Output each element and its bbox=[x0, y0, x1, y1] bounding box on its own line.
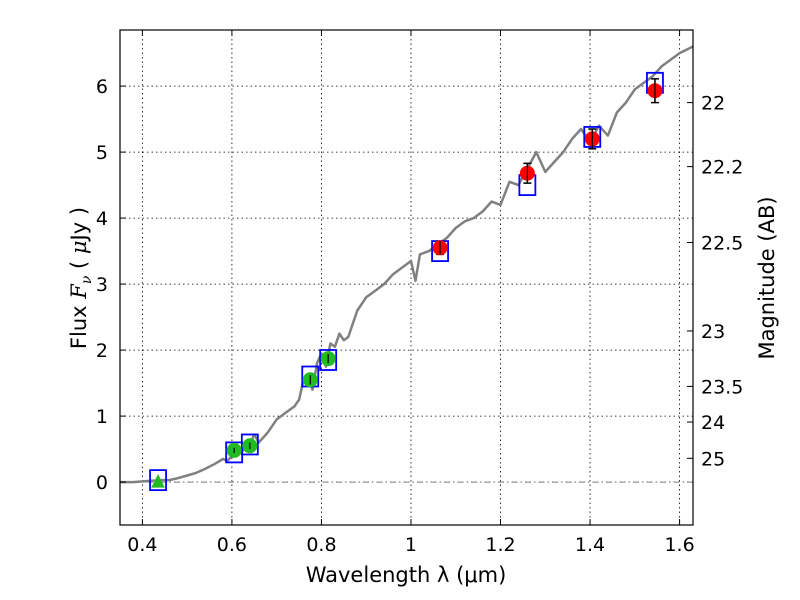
x-tick-label: 0.4 bbox=[127, 534, 157, 556]
x-tick-label: 0.8 bbox=[306, 534, 336, 556]
spectrum-layer bbox=[120, 45, 694, 484]
y-axis-label: Flux Fν ( μJy ) bbox=[67, 207, 95, 349]
x-tick-label: 1.4 bbox=[575, 534, 605, 556]
x-tick-label: 1 bbox=[405, 534, 417, 556]
data-point-triangle bbox=[151, 473, 165, 488]
right-tick-label: 24 bbox=[701, 412, 725, 434]
data-points-layer bbox=[151, 78, 663, 488]
model-boxes-layer bbox=[149, 71, 664, 492]
plot-frame bbox=[119, 29, 694, 526]
spectrum-line bbox=[120, 45, 694, 484]
y-tick-label: 0 bbox=[96, 472, 108, 494]
y-tick-label: 5 bbox=[96, 142, 108, 164]
right-tick-label: 23 bbox=[701, 321, 725, 343]
y-tick-label: 1 bbox=[96, 406, 108, 428]
right-axis-label: Magnitude (AB) bbox=[755, 196, 779, 359]
x-tick-label: 0.6 bbox=[217, 534, 247, 556]
right-tick-label: 25 bbox=[701, 448, 725, 470]
right-tick-label: 22.2 bbox=[701, 157, 743, 179]
right-tick-label: 22.5 bbox=[701, 233, 743, 255]
right-tick-label: 22 bbox=[701, 93, 725, 115]
x-tick-label: 1.6 bbox=[664, 534, 694, 556]
y-tick-label: 4 bbox=[96, 208, 108, 230]
y-tick-label: 3 bbox=[96, 274, 108, 296]
grid bbox=[120, 30, 693, 525]
x-tick-label: 1.2 bbox=[485, 534, 515, 556]
ticks-layer: 0.4 0.6 0.8 1 1.2 1.4 1.601234562222.222.52323… bbox=[96, 30, 743, 556]
y-tick-label: 6 bbox=[96, 76, 108, 98]
model-box bbox=[319, 349, 338, 371]
model-box bbox=[240, 433, 259, 456]
x-axis-label: Wavelength λ (μm) bbox=[306, 563, 507, 587]
right-tick-label: 23.5 bbox=[701, 376, 743, 398]
y-tick-label: 2 bbox=[96, 340, 108, 362]
model-box bbox=[149, 469, 167, 492]
